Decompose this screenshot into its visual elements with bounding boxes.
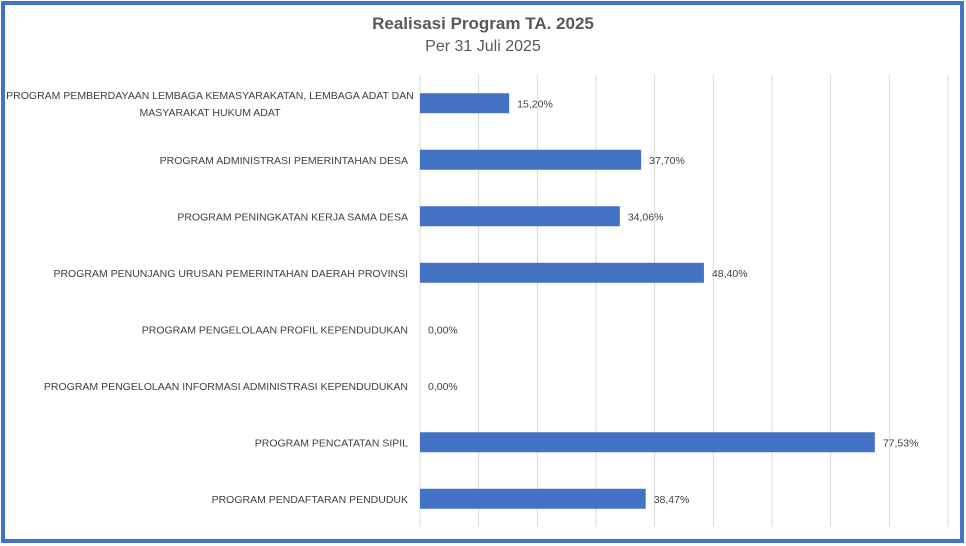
category-label: PROGRAM PENDAFTARAN PENDUDUK (212, 494, 408, 506)
category-label: PROGRAM PENCATATAN SIPIL (255, 437, 408, 449)
bar (420, 93, 510, 114)
chart-title: Realisasi Program TA. 2025 (372, 14, 594, 33)
data-label: 34,06% (628, 211, 664, 223)
category-label: MASYARAKAT HUKUM ADAT (140, 107, 282, 119)
category-label: PROGRAM PEMBERDAYAAN LEMBAGA KEMASYARAKA… (6, 90, 414, 102)
bar (420, 432, 875, 453)
bar (420, 262, 704, 283)
category-label: PROGRAM PENGELOLAAN PROFIL KEPENDUDUKAN (142, 324, 408, 336)
bar (420, 149, 642, 170)
bar (420, 206, 620, 227)
category-label: PROGRAM ADMINISTRASI PEMERINTAHAN DESA (160, 155, 408, 167)
category-label: PROGRAM PENUNJANG URUSAN PEMERINTAHAN DA… (53, 268, 408, 280)
category-label: PROGRAM PENINGKATAN KERJA SAMA DESA (177, 211, 408, 223)
data-label: 15,20% (517, 98, 553, 110)
data-label: 0,00% (428, 324, 458, 336)
bar (420, 488, 646, 509)
data-label: 0,00% (428, 381, 458, 393)
data-label: 37,70% (649, 155, 685, 167)
data-label: 77,53% (883, 437, 919, 449)
data-label: 48,40% (712, 268, 748, 280)
category-label: PROGRAM PENGELOLAAN INFORMASI ADMINISTRA… (44, 381, 408, 393)
data-label: 38,47% (654, 494, 690, 506)
chart-subtitle: Per 31 Juli 2025 (425, 38, 541, 55)
